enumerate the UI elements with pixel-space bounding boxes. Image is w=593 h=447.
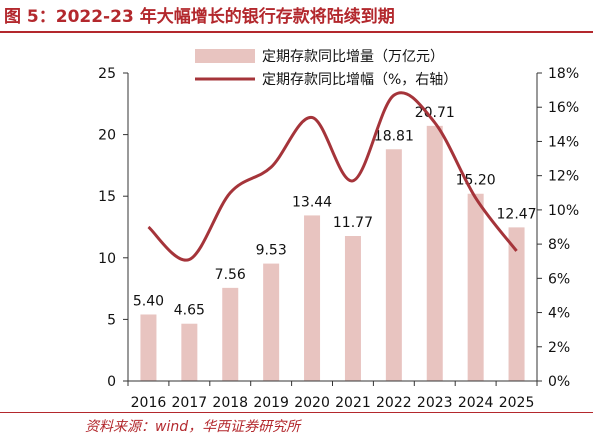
right-tick-label-8%: 8% [548,237,570,253]
legend-bar-label: 定期存款同比增量（万亿元） [262,49,444,65]
bar-label-2019: 9.53 [256,243,287,259]
right-tick-label-6%: 6% [548,271,570,287]
x-tick-label-2016: 2016 [131,395,167,411]
x-tick-label-2021: 2021 [335,395,371,411]
left-tick-label-10: 10 [98,251,116,267]
right-tick-label-16%: 16% [548,100,579,116]
bar-2025 [508,227,525,381]
bar-label-2017: 4.65 [174,303,205,319]
legend-bar-swatch [195,49,255,63]
right-tick-label-0%: 0% [548,374,570,390]
chart-title: 图 5：2022-23 年大幅增长的银行存款将陆续到期 [4,7,395,27]
x-tick-label-2022: 2022 [376,395,412,411]
bar-label-2020: 13.44 [292,194,332,210]
x-tick-label-2017: 2017 [172,395,208,411]
right-tick-label-12%: 12% [548,169,579,185]
x-tick-label-2025: 2025 [499,395,535,411]
x-tick-label-2018: 2018 [212,395,248,411]
bar-2016 [140,314,157,381]
bar-2020 [304,215,321,381]
title-divider [0,31,593,33]
growth-line [147,91,518,262]
bar-2019 [263,263,280,381]
left-tick-label-25: 25 [98,66,116,82]
source-note: 资料来源：wind，华西证券研究所 [85,419,301,435]
right-tick-label-4%: 4% [548,306,570,322]
right-tick-label-2%: 2% [548,340,570,356]
right-tick-label-10%: 10% [548,203,579,219]
right-tick-label-18%: 18% [548,66,579,82]
left-tick-label-0: 0 [107,374,116,390]
left-tick-label-15: 15 [98,189,116,205]
bar-label-2021: 11.77 [333,215,373,231]
bar-2018 [222,287,239,381]
x-tick-label-2019: 2019 [253,395,289,411]
bar-label-2018: 7.56 [215,267,246,283]
right-tick-label-14%: 14% [548,134,579,150]
bar-2023 [426,125,443,381]
x-tick-label-2023: 2023 [417,395,453,411]
bar-2024 [467,193,484,381]
bar-label-2022: 18.81 [374,128,414,144]
bar-label-2025: 12.47 [497,206,537,222]
x-tick-label-2020: 2020 [294,395,330,411]
x-tick-label-2024: 2024 [458,395,494,411]
bar-label-2016: 5.40 [133,293,164,309]
bar-2021 [344,235,361,381]
left-tick-label-5: 5 [107,312,116,328]
legend-line-label: 定期存款同比增幅（%，右轴） [262,72,457,88]
bar-2017 [181,323,198,381]
bar-2022 [385,149,402,381]
left-tick-label-20: 20 [98,128,116,144]
source-divider [0,412,593,413]
